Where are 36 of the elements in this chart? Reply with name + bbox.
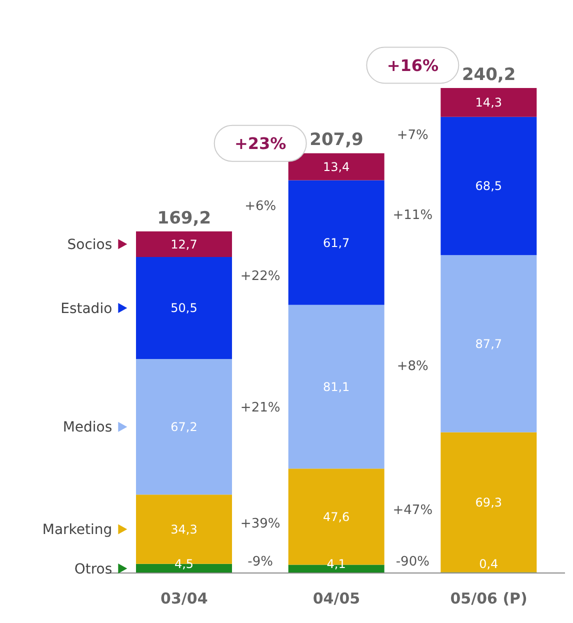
data-label: 69,3 bbox=[475, 495, 502, 510]
annotation: +11% bbox=[392, 208, 433, 223]
data-label: 68,5 bbox=[475, 179, 502, 194]
total-label: 207,9 bbox=[310, 130, 364, 150]
total-label: 169,2 bbox=[157, 208, 212, 228]
legend-label: Marketing bbox=[42, 522, 112, 538]
x-tick-label: 04/05 bbox=[312, 590, 360, 608]
data-label: 34,3 bbox=[170, 522, 198, 536]
annotation: +23% bbox=[234, 134, 286, 153]
annotation: +7% bbox=[396, 128, 428, 144]
legend-label: Otros bbox=[74, 561, 112, 578]
data-label: 81,1 bbox=[322, 380, 350, 394]
x-tick-label: 05/06 (P) bbox=[450, 590, 528, 608]
annotation: +39% bbox=[240, 516, 280, 532]
data-label: 67,2 bbox=[170, 420, 198, 434]
legend-label: Medios bbox=[62, 420, 112, 436]
legend-label: Socios bbox=[67, 237, 112, 254]
data-label: 14,3 bbox=[475, 96, 502, 110]
data-label: 47,6 bbox=[322, 510, 350, 524]
legend-label: Estadio bbox=[60, 300, 112, 317]
annotation: +21% bbox=[240, 400, 280, 416]
x-tick-label: 03/04 bbox=[160, 590, 208, 608]
data-label: 13,4 bbox=[322, 160, 350, 174]
total-label: 240,2 bbox=[462, 65, 516, 85]
data-label: 12,7 bbox=[170, 237, 198, 252]
data-label: 0,4 bbox=[479, 557, 498, 572]
data-label: 61,7 bbox=[322, 236, 350, 250]
annotation: +47% bbox=[392, 502, 433, 518]
annotation: -9% bbox=[248, 554, 273, 570]
text: +16% bbox=[386, 56, 439, 75]
annotation: -90% bbox=[396, 554, 430, 570]
annotation: +6% bbox=[244, 199, 276, 214]
annotation: +8% bbox=[396, 358, 428, 374]
data-label: 87,7 bbox=[475, 336, 502, 351]
data-label: 50,5 bbox=[170, 301, 198, 316]
annotation: +22% bbox=[240, 268, 280, 284]
